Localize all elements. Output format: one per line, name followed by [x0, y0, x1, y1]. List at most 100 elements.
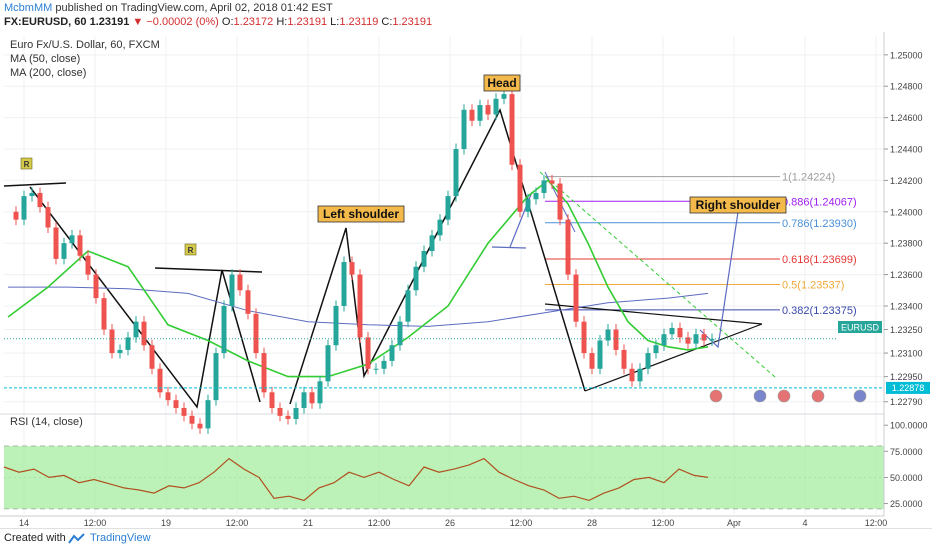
candle-body [229, 274, 235, 306]
candle-body [93, 274, 99, 299]
candle-body [437, 219, 443, 236]
chart-svg[interactable]: 1(1.24224) 0.886(1.24067) 0.786(1.23930) 0.… [0, 32, 932, 528]
time-tick-label: 12:00 [84, 518, 107, 528]
pattern-leg-left [29, 186, 261, 409]
candle-body [197, 423, 203, 429]
footer: Created with TradingView [0, 528, 932, 551]
ma200-line [8, 286, 709, 327]
candle-body [101, 298, 107, 330]
right-shoulder-text: Right shoulder [696, 198, 781, 212]
candle-body [13, 211, 19, 220]
candle-body [645, 353, 651, 369]
candle-body [269, 392, 275, 408]
level-tag-text: 1.22878 [892, 383, 925, 393]
level-tag: 1.22878 [886, 381, 930, 394]
head-label-text: Head [487, 76, 516, 90]
candle-body [597, 340, 603, 369]
price-tick-label: 1.24600 [890, 113, 923, 123]
candle-body [445, 196, 451, 220]
flag-icon[interactable] [777, 389, 791, 403]
candles [13, 88, 715, 434]
head-label-box [483, 74, 521, 92]
candle-body [125, 337, 131, 350]
candle-body [485, 105, 491, 115]
price-tick-label: 1.23100 [890, 349, 923, 359]
price-tick-label: 1.22790 [890, 397, 923, 407]
fib-label: 0.786(1.23930) [782, 218, 857, 230]
axes: 1.25000 1.24800 1.24600 1.24400 1.24200 1.240… [0, 32, 932, 528]
time-tick-label: Apr [727, 518, 741, 528]
price-tick-label: 1.23600 [890, 270, 923, 280]
publish-line: McbmMM published on TradingView.com, Apr… [4, 2, 333, 14]
right-shoulder-box [689, 196, 787, 214]
flag-icon[interactable] [709, 389, 723, 403]
fib-label: 0.886(1.24067) [782, 196, 857, 208]
time-tick-label: 14 [19, 518, 29, 528]
candle-body [605, 329, 611, 341]
time-tick-label: 12:00 [510, 518, 533, 528]
candle-body [301, 392, 307, 408]
candle-body [517, 164, 523, 212]
author-link[interactable]: McbmMM [4, 2, 53, 14]
candle-body [253, 313, 259, 354]
symbol-tag-box [838, 321, 882, 333]
triangle-lower [584, 323, 763, 392]
flag-icon[interactable] [853, 389, 867, 403]
fib-label: 0.618(1.23699) [782, 254, 857, 266]
candle-body [469, 109, 475, 121]
candle-body [693, 334, 699, 344]
candle-body [709, 338, 715, 341]
candle-body [181, 408, 187, 416]
candle-body [565, 219, 571, 275]
ohlc-close: 1.23191 [392, 16, 433, 28]
candle-body [349, 262, 355, 275]
candle-body [61, 243, 67, 259]
candle-body [221, 305, 227, 354]
candle-body [133, 321, 139, 338]
price-tick-label: 1.25000 [890, 50, 923, 60]
fib-label: 1(1.24224) [782, 172, 835, 184]
candle-body [373, 368, 379, 370]
candle-body [389, 345, 395, 361]
head-label: Head [483, 74, 521, 92]
candle-body [245, 290, 251, 314]
candle-body [85, 255, 91, 275]
candle-body [397, 321, 403, 346]
chart-area[interactable]: 1(1.24224) 0.886(1.24067) 0.786(1.23930) 0.… [0, 32, 932, 528]
ohlc-high: 1.23191 [287, 16, 328, 28]
candle-body [637, 368, 643, 382]
candle-body [357, 274, 363, 338]
candle-body [613, 329, 619, 350]
candle-body [341, 262, 347, 306]
r-marker-2: R [184, 243, 197, 256]
symbol-price: FX:EURUSD, 60 1.23191 [4, 16, 130, 28]
candle-body [557, 183, 563, 220]
candle-body [189, 415, 195, 424]
resistance-line-1 [3, 182, 67, 187]
price-tick-label: 1.23400 [890, 301, 923, 311]
candle-body [325, 345, 331, 382]
price-tick-label: 1.24200 [890, 176, 923, 186]
ohlc-open: 1.23172 [233, 16, 274, 28]
ohlc-low: 1.23119 [339, 16, 379, 28]
time-tick-label: 26 [445, 518, 455, 528]
price-change: ▼ −0.00002 (0%) [132, 16, 219, 28]
left-shoulder-label: Left shoulder [317, 205, 405, 223]
flag-icon[interactable] [753, 389, 767, 403]
footer-brand[interactable]: TradingView [90, 532, 151, 544]
candle-body [317, 381, 323, 404]
resistance-line-2 [154, 267, 263, 273]
candle-body [149, 345, 155, 369]
flag-icon[interactable] [811, 389, 825, 403]
r-marker-2-box [184, 243, 197, 256]
time-tick-label: 28 [587, 518, 597, 528]
price-axis-bg [884, 32, 932, 516]
candle-body [541, 180, 547, 193]
ohlc-h-label: H: [276, 16, 288, 28]
candle-body [309, 392, 315, 404]
candle-body [653, 345, 659, 354]
price-tick-label: 1.23800 [890, 239, 923, 249]
symbol-line: FX:EURUSD, 60 1.23191 ▼ −0.00002 (0%) O:… [4, 16, 432, 28]
candle-body [421, 251, 427, 267]
legend-rsi: RSI (14, close) [10, 416, 83, 428]
